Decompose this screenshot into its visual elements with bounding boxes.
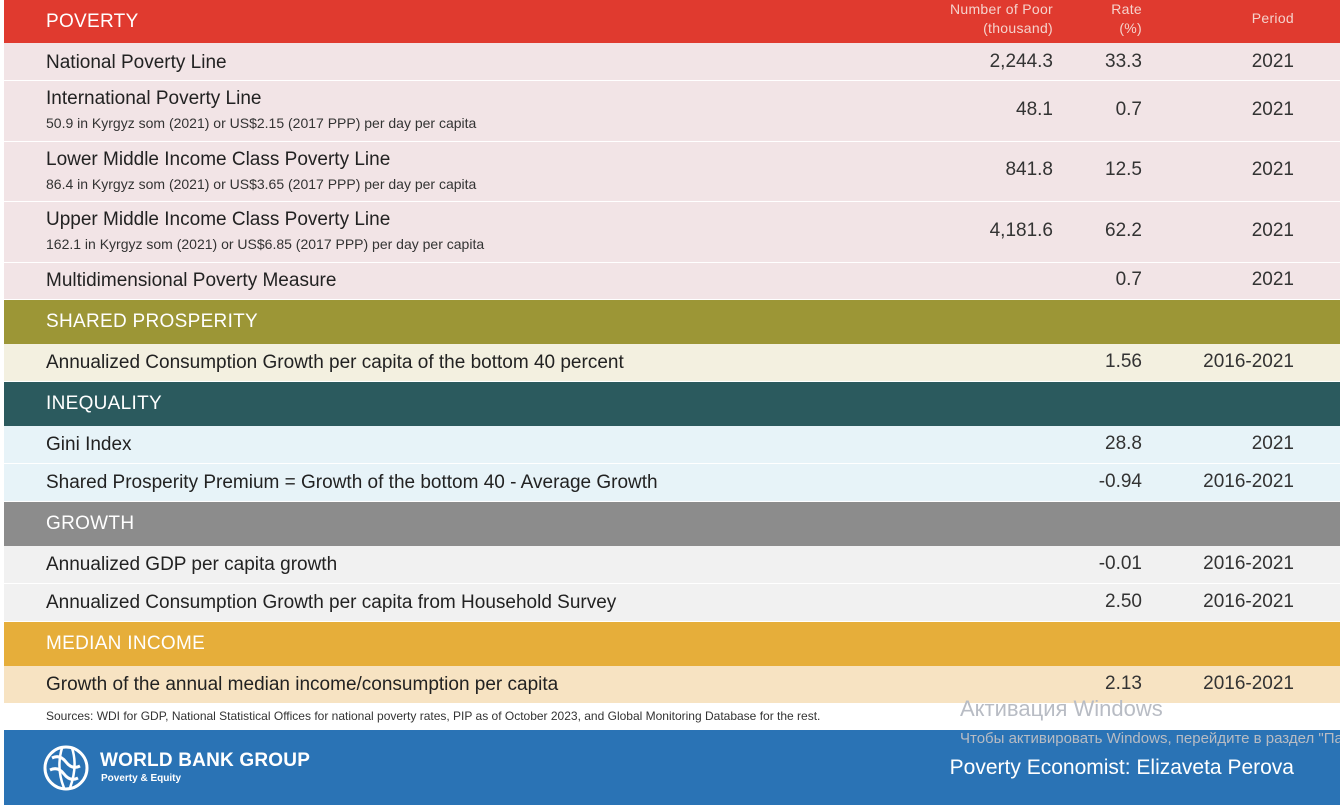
table-row: Shared Prosperity Premium = Growth of th… (4, 464, 1340, 502)
table-row: Annualized Consumption Growth per capita… (4, 344, 1340, 382)
footer-bar: WORLD BANK GROUP Poverty & Equity Povert… (4, 730, 1340, 805)
number-of-poor-value: 841.8 (1005, 159, 1053, 180)
growth-section-title: GROWTH (46, 513, 135, 534)
rate-value: 12.5 (1105, 159, 1142, 180)
row-label: International Poverty Line (46, 88, 262, 109)
period-value: 2016-2021 (1203, 553, 1294, 574)
table-row: Upper Middle Income Class Poverty Line 1… (4, 202, 1340, 263)
row-label: National Poverty Line (46, 52, 227, 73)
rate-value: -0.94 (1098, 471, 1142, 492)
rate-value: 2.13 (1105, 673, 1142, 694)
rate-value: 0.7 (1115, 99, 1142, 120)
poverty-section-header: POVERTY Number of Poor (thousand) Rate (… (4, 0, 1340, 43)
row-label: Annualized Consumption Growth per capita… (46, 592, 617, 613)
inequality-section-header: INEQUALITY (4, 382, 1340, 426)
shared-prosperity-section-header: SHARED PROSPERITY (4, 300, 1340, 344)
table-row: Gini Index 28.8 2021 (4, 426, 1340, 464)
period-value: 2016-2021 (1203, 351, 1294, 372)
number-of-poor-column-header: Number of Poor (thousand) (949, 1, 1053, 36)
sources-note: Sources: WDI for GDP, National Statistic… (46, 709, 821, 723)
median-income-section-header: MEDIAN INCOME (4, 622, 1340, 666)
row-label: Shared Prosperity Premium = Growth of th… (46, 472, 658, 493)
rate-value: 33.3 (1105, 51, 1142, 72)
table-row: Multidimensional Poverty Measure 0.7 202… (4, 263, 1340, 300)
table-row: National Poverty Line 2,244.3 33.3 2021 (4, 43, 1340, 81)
period-value: 2021 (1251, 99, 1294, 120)
economist-credit: Poverty Economist: Elizaveta Perova (949, 756, 1294, 779)
globe-icon (42, 744, 90, 792)
period-value: 2021 (1251, 269, 1294, 290)
table-row: Annualized GDP per capita growth -0.01 2… (4, 546, 1340, 584)
row-label: Annualized GDP per capita growth (46, 554, 338, 575)
period-value: 2021 (1251, 220, 1294, 241)
row-sublabel: 50.9 in Kyrgyz som (2021) or US$2.15 (20… (46, 115, 477, 131)
organization-name: WORLD BANK GROUP (100, 750, 311, 771)
period-value: 2021 (1251, 159, 1294, 180)
rate-value: 1.56 (1105, 351, 1142, 372)
period-value: 2021 (1251, 433, 1294, 454)
table-row: Annualized Consumption Growth per capita… (4, 584, 1340, 622)
organization-subtitle: Poverty & Equity (101, 773, 182, 784)
rate-value: 28.8 (1105, 433, 1142, 454)
row-label: Multidimensional Poverty Measure (46, 270, 337, 291)
poverty-section-title: POVERTY (46, 10, 139, 32)
rate-value: 2.50 (1105, 591, 1142, 612)
median-income-section-title: MEDIAN INCOME (46, 633, 206, 654)
number-of-poor-value: 48.1 (1016, 99, 1053, 120)
growth-section-header: GROWTH (4, 502, 1340, 546)
table-row: Lower Middle Income Class Poverty Line 8… (4, 142, 1340, 202)
period-value: 2021 (1251, 51, 1294, 72)
period-value: 2016-2021 (1203, 591, 1294, 612)
rate-value: -0.01 (1098, 553, 1142, 574)
table-row: Growth of the annual median income/consu… (4, 666, 1340, 704)
row-label: Gini Index (46, 434, 132, 455)
period-value: 2016-2021 (1203, 471, 1294, 492)
rate-value: 0.7 (1115, 269, 1142, 290)
row-label: Lower Middle Income Class Poverty Line (46, 149, 391, 170)
number-of-poor-value: 4,181.6 (989, 220, 1053, 241)
row-label: Growth of the annual median income/consu… (46, 674, 559, 695)
row-sublabel: 86.4 in Kyrgyz som (2021) or US$3.65 (20… (46, 176, 477, 192)
row-sublabel: 162.1 in Kyrgyz som (2021) or US$6.85 (2… (46, 236, 485, 252)
rate-value: 62.2 (1105, 220, 1142, 241)
inequality-section-title: INEQUALITY (46, 393, 162, 414)
period-column-header: Period (1251, 10, 1294, 26)
period-value: 2016-2021 (1203, 673, 1294, 694)
table-row: International Poverty Line 50.9 in Kyrgy… (4, 81, 1340, 142)
row-label: Upper Middle Income Class Poverty Line (46, 209, 391, 230)
row-label: Annualized Consumption Growth per capita… (46, 352, 624, 373)
shared-prosperity-section-title: SHARED PROSPERITY (46, 311, 259, 332)
rate-column-header: Rate (%) (1111, 1, 1142, 36)
number-of-poor-value: 2,244.3 (989, 51, 1053, 72)
